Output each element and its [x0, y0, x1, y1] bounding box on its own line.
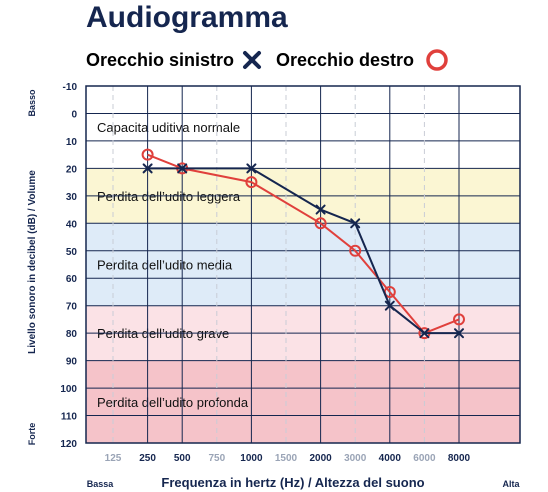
data-point-left-ear [384, 300, 395, 311]
x-tick-label: 3000 [344, 453, 367, 464]
y-axis-bottom-label: Forte [27, 423, 37, 446]
data-point-right-ear [245, 176, 258, 189]
series-layer [141, 148, 465, 340]
band-label-4: Perdita dell’udito profonda [97, 395, 249, 410]
x-tick-label: 500 [174, 453, 191, 464]
x-tick-label: 6000 [413, 453, 436, 464]
y-tick-label: 60 [66, 274, 78, 285]
data-point-right-ear [141, 148, 154, 161]
plot-frame [85, 85, 521, 444]
band-0 [86, 86, 520, 169]
y-tick-label: 120 [60, 439, 77, 450]
y-tick-labels: -10 0 10 20 30 40 50 60 70 80 90 100 110 120 [60, 82, 77, 450]
legend-left-ear-label: Orecchio sinistro [86, 50, 234, 70]
x-marker-stroke [350, 218, 361, 229]
legend-x-marker [243, 51, 261, 69]
y-axis-label: Livello sonoro in decibel (dB) / Volume [27, 170, 38, 354]
x-tick-label: 1000 [240, 453, 263, 464]
chart-title: Audiogramma [86, 1, 288, 34]
x-tick-label: 1500 [275, 453, 298, 464]
y-tick-label: 20 [66, 164, 78, 175]
x-tick-label: 250 [139, 453, 156, 464]
band-4 [86, 360, 520, 443]
data-point-left-ear [177, 163, 188, 174]
x-axis-low-label: Bassa [87, 479, 115, 489]
x-marker-stroke [243, 51, 261, 69]
y-tick-label: 110 [61, 412, 78, 423]
x-tick-labels: 125 250 500 750 1000 1500 2000 3000 4000 6000 8000 [105, 453, 471, 464]
series-line-right-ear [147, 153, 460, 335]
legend-circle-marker [426, 49, 448, 71]
hearing-loss-bands: Capacita uditiva normale Perdita dell’udi… [86, 86, 520, 443]
x-marker-stroke [246, 163, 257, 174]
x-marker-stroke [142, 163, 153, 174]
legend: Orecchio sinistro Orecchio destro [86, 49, 448, 71]
data-point-right-ear [314, 217, 327, 230]
y-tick-label: -10 [63, 82, 78, 93]
y-tick-label: 40 [66, 219, 78, 230]
x-tick-label: 4000 [379, 453, 402, 464]
x-axis-high-label: Alta [502, 479, 520, 489]
x-marker-stroke [384, 300, 395, 311]
y-tick-label: 90 [66, 357, 78, 368]
x-tick-label: 2000 [309, 453, 332, 464]
x-tick-label: 8000 [448, 453, 471, 464]
x-marker-stroke [454, 328, 464, 339]
band-label-2: Perdita dell’udito media [97, 258, 233, 273]
legend-left-ear-x-icon [243, 51, 261, 69]
x-marker-stroke [177, 163, 188, 174]
data-point-left-ear [142, 163, 153, 174]
legend-right-ear-label: Orecchio destro [276, 50, 414, 70]
band-label-0: Capacita uditiva normale [97, 120, 240, 135]
data-point-right-ear [349, 244, 362, 257]
x-axis-label: Frequenza in hertz (Hz) / Altezza del su… [161, 475, 424, 490]
band-2 [86, 223, 520, 306]
series-line-left-ear [147, 167, 459, 335]
x-marker-stroke [315, 204, 326, 215]
x-tick-label: 750 [208, 453, 225, 464]
data-point-left-ear [350, 218, 361, 229]
y-tick-label: 80 [66, 329, 78, 340]
x-marker-stroke [419, 328, 430, 339]
y-tick-label: 50 [66, 247, 78, 258]
data-point-left-ear [419, 328, 430, 339]
y-tick-label: 70 [66, 302, 78, 313]
data-point-left-ear [454, 328, 464, 339]
y-tick-label: 30 [66, 192, 78, 203]
data-point-left-ear [246, 163, 257, 174]
y-tick-label: 100 [60, 384, 77, 395]
legend-right-ear-circle-icon [426, 49, 448, 71]
y-tick-label: 0 [71, 109, 77, 120]
data-point-right-ear [453, 313, 465, 326]
y-axis-top-label: Basso [27, 89, 37, 117]
y-tick-label: 10 [66, 137, 78, 148]
data-point-left-ear [315, 204, 326, 215]
x-tick-label: 125 [105, 453, 122, 464]
